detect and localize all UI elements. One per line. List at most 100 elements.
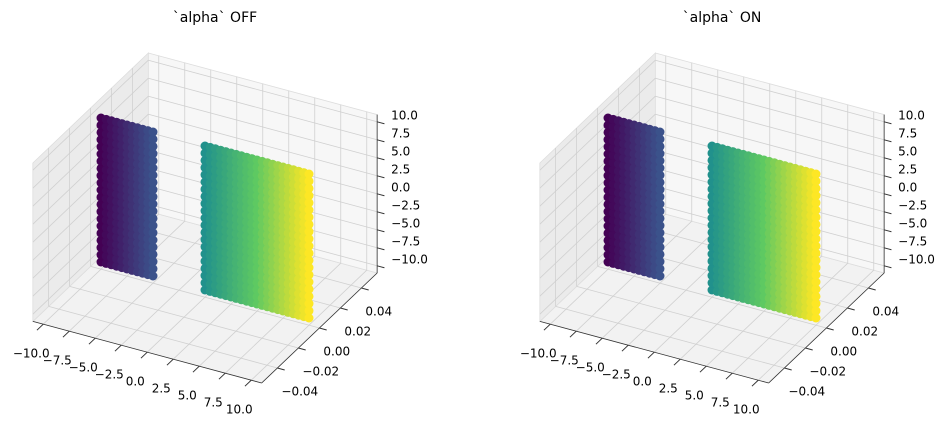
x-tick-label: −10.0	[13, 347, 50, 361]
y-axis-line	[261, 272, 378, 384]
subplot-title: `alpha` ON	[683, 10, 762, 26]
point	[655, 199, 665, 209]
point	[811, 291, 821, 301]
tick-mark	[377, 139, 385, 143]
x-tick-label: 10.0	[733, 403, 760, 417]
tick-mark	[884, 229, 892, 233]
point	[304, 227, 314, 237]
point	[148, 199, 158, 209]
y-tick-label: 0.02	[344, 325, 371, 339]
point	[148, 228, 158, 238]
point	[655, 228, 665, 238]
grid-line	[539, 59, 656, 171]
y-tick-label: −0.04	[788, 385, 825, 399]
grid-line	[597, 266, 827, 329]
grid-line	[555, 306, 785, 369]
point	[304, 212, 314, 222]
x-tick-label: 2.5	[659, 382, 678, 396]
z-tick-label: −7.5	[898, 234, 927, 248]
grid-line	[32, 95, 149, 207]
point	[304, 248, 314, 258]
tick-mark	[340, 307, 348, 311]
point	[655, 264, 665, 274]
point	[655, 221, 665, 231]
point	[811, 277, 821, 287]
x-tick-label: −2.5	[95, 368, 124, 382]
tick-mark	[277, 367, 285, 371]
grid-line	[48, 306, 278, 369]
y-tick-label: −0.04	[281, 385, 318, 399]
point	[655, 177, 665, 187]
point	[655, 185, 665, 195]
point	[148, 163, 158, 173]
point	[148, 127, 158, 137]
point	[148, 221, 158, 231]
point	[304, 313, 314, 323]
tick-mark	[166, 358, 174, 366]
tick-mark	[319, 327, 327, 331]
tick-mark	[784, 367, 792, 371]
tick-mark	[218, 372, 226, 380]
x-tick-label: 10.0	[226, 403, 253, 417]
point	[811, 212, 821, 222]
grid-line	[655, 59, 885, 123]
tick-mark	[62, 330, 70, 338]
point	[811, 313, 821, 323]
point	[148, 156, 158, 166]
point	[655, 192, 665, 202]
grid-line	[539, 77, 656, 189]
z-tick-label: −2.5	[391, 198, 420, 212]
x-tick-label: 7.5	[711, 396, 730, 410]
tick-mark	[244, 379, 252, 387]
tick-mark	[868, 287, 876, 291]
point	[655, 242, 665, 252]
z-tick-label: −2.5	[898, 198, 927, 212]
point	[148, 257, 158, 267]
z-tick-label: 7.5	[898, 126, 917, 140]
point	[655, 149, 665, 159]
point	[304, 277, 314, 287]
tick-mark	[377, 211, 385, 215]
point	[811, 227, 821, 237]
point	[811, 299, 821, 309]
point	[811, 255, 821, 265]
grid-line	[655, 95, 885, 159]
point	[655, 235, 665, 245]
point	[655, 134, 665, 144]
tick-mark	[725, 372, 733, 380]
grid-line	[539, 95, 656, 207]
tick-mark	[847, 307, 855, 311]
point	[304, 306, 314, 316]
subplot-title: `alpha` OFF	[173, 10, 257, 26]
point	[811, 191, 821, 201]
z-tick-label: 7.5	[391, 126, 410, 140]
subplot: −10.0−7.5−5.0−2.5 0.0 2.5 5.0 7.5 10.0−0.04−0…	[520, 10, 935, 417]
x-tick-label: −5.0	[576, 361, 605, 375]
tick-mark	[884, 139, 892, 143]
grid-line	[69, 286, 299, 349]
point	[304, 234, 314, 244]
z-tick-label: 10.0	[898, 108, 925, 122]
point	[148, 149, 158, 159]
point	[811, 183, 821, 193]
z-tick-label: 0.0	[391, 180, 410, 194]
tick-mark	[543, 323, 551, 331]
tick-mark	[377, 157, 385, 161]
tick-mark	[673, 358, 681, 366]
point	[148, 213, 158, 223]
point	[148, 206, 158, 216]
tick-mark	[298, 347, 306, 351]
point	[304, 255, 314, 265]
grid-line	[148, 113, 378, 177]
tick-mark	[884, 157, 892, 161]
point	[148, 242, 158, 252]
point	[655, 141, 665, 151]
z-tick-label: −10.0	[898, 252, 935, 266]
tick-mark	[114, 344, 122, 352]
x-tick-label: 2.5	[152, 382, 171, 396]
point	[304, 291, 314, 301]
point	[811, 306, 821, 316]
z-tick-label: −10.0	[391, 252, 428, 266]
y-tick-label: 0.02	[851, 325, 878, 339]
x-tick-label: 7.5	[204, 396, 223, 410]
